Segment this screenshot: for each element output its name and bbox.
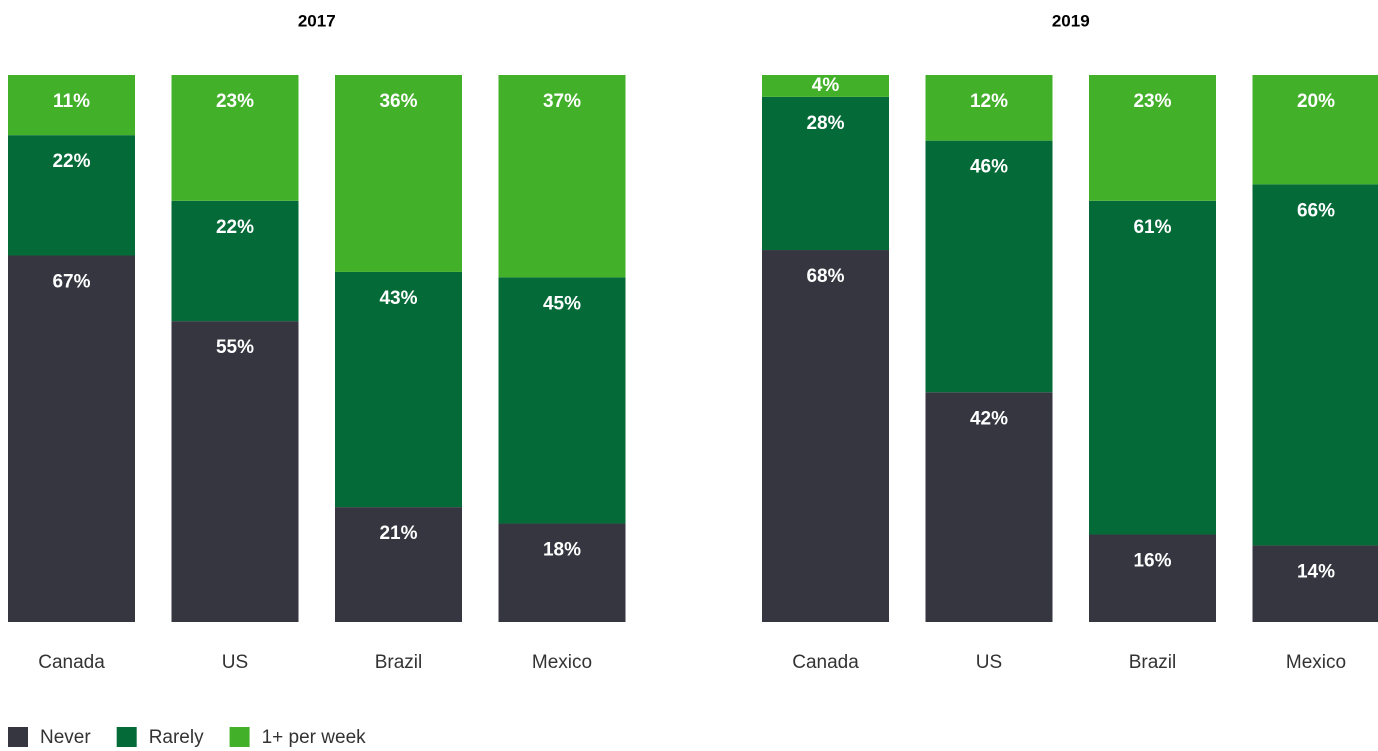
- data-label: 20%: [1297, 91, 1335, 112]
- chart-title: 2017: [298, 11, 336, 30]
- data-label: 14%: [1297, 561, 1335, 582]
- bar-segment: [1089, 200, 1216, 535]
- legend-label: Never: [40, 727, 91, 748]
- x-tick-label: Canada: [792, 652, 859, 673]
- data-label: 28%: [806, 113, 844, 134]
- legend-label: 1+ per week: [262, 727, 367, 748]
- data-label: 36%: [379, 91, 417, 112]
- data-label: 12%: [970, 91, 1008, 112]
- bar-segment: [171, 75, 299, 201]
- data-label: 45%: [543, 293, 581, 314]
- data-label: 66%: [1297, 200, 1335, 221]
- legend-label: Rarely: [149, 727, 204, 748]
- chart-title: 2019: [1052, 11, 1090, 30]
- bar-segment: [925, 140, 1053, 393]
- bar-segment: [1089, 534, 1216, 622]
- x-tick-label: US: [976, 652, 1002, 673]
- bar-segment: [498, 523, 626, 622]
- bar-segment: [335, 75, 462, 272]
- bar-segment: [335, 271, 462, 508]
- bar-segment: [8, 255, 135, 622]
- data-label: 21%: [379, 523, 417, 544]
- data-label: 11%: [53, 91, 90, 112]
- data-label: 37%: [543, 91, 581, 112]
- legend-swatch: [116, 727, 137, 747]
- bar-segment: [925, 75, 1053, 141]
- bar-segment: [762, 75, 889, 97]
- bar-segment: [335, 507, 462, 622]
- x-tick-label: Brazil: [1129, 652, 1177, 673]
- bar-segment: [1089, 75, 1216, 201]
- bar-segment: [1252, 184, 1378, 546]
- data-label: 23%: [1133, 91, 1171, 112]
- bar-segment: [8, 75, 135, 136]
- bar-segment: [498, 277, 626, 524]
- legend-swatch: [229, 727, 250, 747]
- x-tick-label: US: [222, 652, 248, 673]
- data-label: 16%: [1133, 550, 1171, 571]
- data-label: 67%: [52, 272, 90, 293]
- x-tick-label: Canada: [38, 652, 105, 673]
- bar-segment: [8, 135, 135, 256]
- data-label: 68%: [806, 266, 844, 287]
- bar-segment: [498, 75, 626, 278]
- data-label: 46%: [970, 157, 1008, 178]
- data-label: 42%: [970, 408, 1008, 429]
- bar-segment: [762, 96, 889, 251]
- bar-segment: [171, 321, 299, 622]
- data-label: 22%: [216, 217, 254, 238]
- data-label: 22%: [52, 151, 90, 172]
- data-label: 55%: [216, 337, 254, 358]
- bar-segment: [925, 392, 1053, 622]
- bar-segment: [171, 200, 299, 322]
- data-label: 61%: [1133, 217, 1171, 238]
- x-tick-label: Mexico: [1286, 652, 1346, 673]
- data-label: 23%: [216, 91, 254, 112]
- bar-segment: [762, 250, 889, 623]
- data-label: 18%: [543, 540, 581, 561]
- x-tick-label: Mexico: [532, 652, 592, 673]
- x-tick-label: Brazil: [375, 652, 423, 673]
- data-label: 43%: [379, 288, 417, 309]
- legend-swatch: [8, 727, 28, 747]
- data-label: 4%: [812, 75, 840, 96]
- bar-segment: [1252, 75, 1378, 185]
- bar-segment: [1252, 545, 1378, 622]
